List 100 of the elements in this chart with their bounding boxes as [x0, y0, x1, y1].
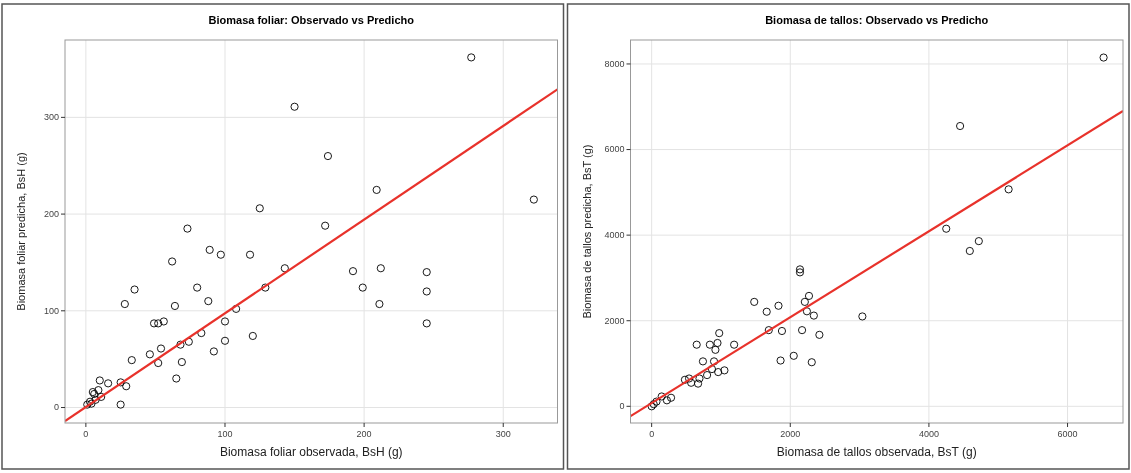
point: [205, 245, 214, 254]
point: [204, 297, 213, 306]
chart-title: Biomasa de tallos: Observado vs Predicho: [765, 14, 989, 26]
point: [372, 185, 381, 194]
point: [91, 395, 100, 404]
point: [94, 386, 103, 395]
point: [809, 311, 818, 320]
point: [776, 356, 785, 365]
point: [705, 340, 714, 349]
point: [127, 356, 136, 365]
point: [858, 312, 867, 321]
x-tick-label: 0: [649, 429, 655, 439]
point: [375, 299, 384, 309]
y-tick-label: 0: [53, 402, 59, 413]
point: [804, 291, 814, 300]
point: [95, 376, 104, 385]
point: [209, 347, 218, 356]
point: [177, 358, 186, 367]
point: [156, 344, 166, 353]
point: [159, 317, 168, 326]
point: [220, 317, 230, 326]
chart-title: Biomasa foliar: Observado vs Predicho: [208, 14, 415, 26]
point: [709, 357, 719, 366]
point: [255, 204, 264, 213]
point: [1004, 185, 1013, 194]
point: [376, 264, 385, 273]
point: [280, 264, 289, 273]
y-tick-label: 0: [619, 401, 625, 412]
y-tick-label: 100: [43, 305, 59, 316]
point: [116, 378, 125, 387]
point: [694, 379, 703, 388]
y-tick-label: 200: [43, 208, 59, 219]
y-axis-title: Biomasa foliar predicha, BsH (g): [15, 152, 27, 311]
point: [720, 366, 729, 375]
point: [154, 358, 163, 368]
point: [104, 379, 113, 388]
point: [422, 319, 431, 328]
point: [685, 374, 694, 383]
point: [667, 393, 676, 402]
x-tick-label: 300: [495, 429, 511, 439]
point: [122, 382, 131, 391]
x-tick-label: 6000: [1057, 429, 1078, 439]
point: [245, 250, 255, 259]
point: [422, 287, 431, 296]
point: [216, 250, 225, 259]
point: [154, 319, 163, 328]
point: [170, 301, 179, 311]
point: [789, 351, 798, 360]
point: [777, 326, 787, 336]
point: [97, 392, 106, 401]
point: [193, 283, 202, 292]
point: [323, 152, 332, 161]
point: [261, 283, 270, 292]
point: [802, 307, 811, 316]
x-tick-label: 4000: [918, 429, 939, 439]
point: [695, 374, 704, 383]
point: [321, 221, 330, 230]
x-axis-title: Biomasa de tallos observada, BsT (g): [776, 445, 977, 459]
point: [795, 265, 805, 274]
point: [730, 340, 739, 349]
point: [422, 268, 431, 277]
point: [800, 297, 809, 306]
point: [762, 307, 771, 316]
point: [680, 375, 689, 384]
point: [692, 340, 701, 349]
point: [1099, 53, 1108, 62]
point: [348, 267, 358, 276]
point: [974, 237, 983, 246]
point: [942, 224, 951, 233]
point: [711, 345, 720, 354]
y-tick-label: 300: [43, 112, 59, 123]
point: [130, 285, 139, 294]
point: [715, 329, 724, 338]
x-axis-title: Biomasa foliar observada, BsH (g): [219, 445, 403, 459]
point: [220, 336, 230, 345]
point: [713, 338, 722, 348]
point: [662, 396, 671, 405]
point: [652, 397, 661, 406]
y-tick-label: 2000: [604, 315, 625, 326]
point: [248, 331, 257, 341]
point: [703, 371, 712, 380]
point: [183, 224, 192, 233]
point: [795, 268, 805, 277]
point: [956, 121, 965, 131]
point: [764, 326, 773, 335]
y-tick-label: 8000: [604, 58, 625, 69]
y-tick-label: 6000: [604, 144, 625, 155]
point: [232, 304, 241, 313]
point: [149, 319, 159, 328]
point: [698, 357, 707, 366]
point: [83, 400, 92, 409]
point: [184, 337, 193, 346]
x-tick-label: 2000: [780, 429, 801, 439]
point: [774, 301, 783, 310]
point: [145, 350, 154, 359]
point: [467, 53, 476, 62]
y-axis-title: Biomasa de tallos predicha, BsT (g): [580, 144, 593, 319]
point: [815, 330, 824, 339]
point: [807, 358, 816, 367]
point: [358, 283, 367, 292]
